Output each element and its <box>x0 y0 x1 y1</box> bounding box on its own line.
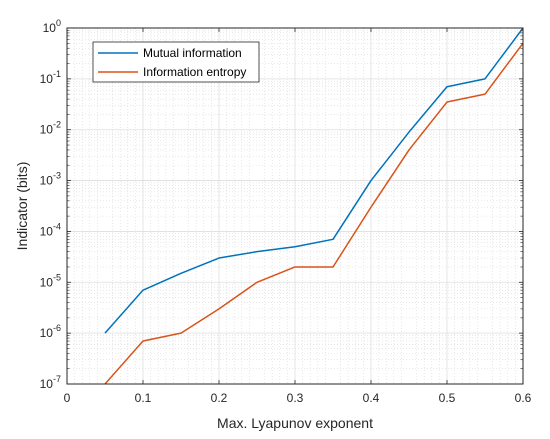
axis-ticks <box>66 27 524 385</box>
x-tick-label: 0 <box>64 391 71 405</box>
series-line-information-entropy <box>104 42 524 385</box>
y-tick-label: 100 <box>43 18 61 35</box>
series-layer <box>104 27 524 385</box>
x-tick-label: 0.4 <box>363 391 380 405</box>
legend-label-information-entropy: Information entropy <box>143 65 246 79</box>
y-tick-label: 10-4 <box>40 221 61 238</box>
y-tick-label: 10-2 <box>40 120 61 137</box>
y-tick-label: 10-7 <box>40 374 61 391</box>
x-tick-label: 0.3 <box>287 391 304 405</box>
legend-box <box>92 41 260 83</box>
x-tick-label: 0.6 <box>515 391 532 405</box>
y-tick-label: 10-1 <box>40 69 61 86</box>
y-axis-title: Indicator (bits) <box>14 162 30 251</box>
y-tick-label: 10-3 <box>40 171 61 188</box>
y-tick-labels: 10-7 10-6 10-5 10-4 10-3 10-2 10-1 100 <box>40 18 61 391</box>
x-tick-label: 0.2 <box>211 391 228 405</box>
x-tick-label: 0.5 <box>439 391 456 405</box>
x-tick-label: 0.1 <box>135 391 152 405</box>
y-tick-label: 10-5 <box>40 272 61 289</box>
series-line-mutual-information <box>104 27 524 334</box>
x-axis-title: Max. Lyapunov exponent <box>217 415 373 431</box>
legend: Mutual information Information entropy <box>92 41 260 83</box>
x-tick-labels: 0 0.1 0.2 0.3 0.4 0.5 0.6 <box>64 391 532 405</box>
legend-label-mutual-information: Mutual information <box>143 46 242 60</box>
y-tick-label: 10-6 <box>40 323 61 340</box>
